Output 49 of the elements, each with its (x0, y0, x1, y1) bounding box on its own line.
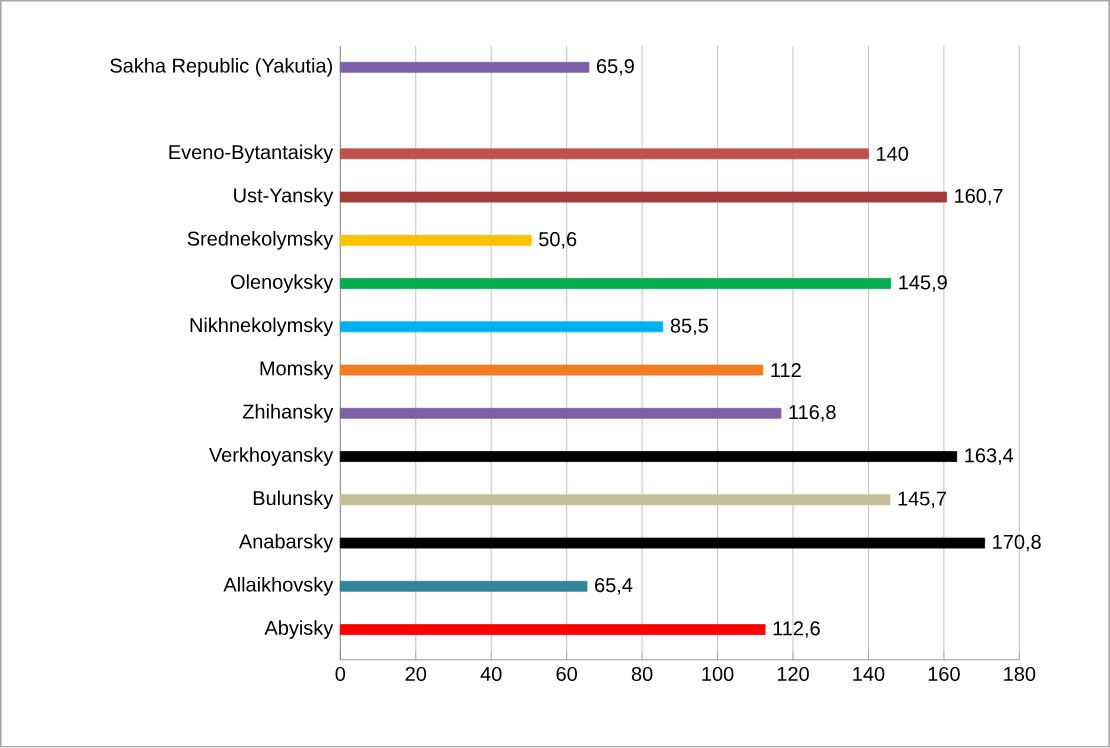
y-tick-label: Anabarsky (238, 534, 334, 553)
y-tick-label: Ust-Yansky (234, 188, 334, 207)
bar (339, 408, 782, 419)
y-tick-label: Sakha Republic (Yakutia) (110, 58, 332, 77)
x-tick-label: 120 (777, 667, 809, 682)
data-label: 85,5 (670, 318, 708, 336)
bar (339, 321, 664, 333)
x-tick-label: 80 (631, 667, 653, 682)
bar (339, 191, 947, 203)
y-tick-label: Verkhoyansky (209, 447, 334, 467)
data-label: 65,4 (595, 578, 633, 595)
data-label: 112,6 (773, 621, 820, 639)
y-tick-label: Bulunsky (253, 490, 334, 510)
y-tick-label: Abyisky (264, 620, 334, 640)
data-label: 140 (877, 147, 909, 162)
bar (339, 148, 869, 160)
bar (339, 364, 764, 376)
data-label: 65,9 (596, 59, 634, 76)
data-label: 112 (771, 363, 801, 378)
bar (339, 494, 891, 506)
bar (339, 278, 892, 290)
data-label: 116,8 (789, 405, 836, 422)
bar (339, 581, 588, 592)
data-label: 50,6 (539, 232, 577, 249)
x-tick-label: 160 (928, 667, 960, 682)
y-tick-label: Olenoyksky (230, 274, 334, 294)
y-tick-label: Srednekolymsky (187, 231, 334, 250)
x-tick-label: 100 (702, 667, 734, 682)
bar (339, 62, 590, 73)
x-tick-label: 60 (556, 667, 577, 682)
bar (339, 537, 986, 549)
data-label: 170,8 (993, 535, 1041, 552)
x-tick-label: 40 (480, 667, 502, 682)
y-tick-label: Allaikhovsky (223, 577, 334, 596)
x-tick-label: 0 (335, 667, 346, 682)
y-tick-label: Eveno-Bytantaisky (169, 144, 334, 164)
data-label: 160,7 (955, 189, 1003, 206)
data-label: 145,9 (899, 275, 947, 293)
y-tick-label: Momsky (260, 361, 334, 380)
x-tick-label: 20 (405, 667, 427, 682)
bar (339, 451, 958, 463)
x-tick-label: 180 (1004, 667, 1036, 682)
y-tick-label: Nikhnekolymsky (190, 317, 334, 337)
data-label: 145,7 (898, 491, 946, 509)
bar (339, 235, 532, 246)
x-tick-label: 140 (853, 667, 885, 682)
bar (339, 624, 766, 636)
y-tick-label: Zhihansky (242, 404, 334, 423)
data-label: 163,4 (965, 448, 1014, 466)
